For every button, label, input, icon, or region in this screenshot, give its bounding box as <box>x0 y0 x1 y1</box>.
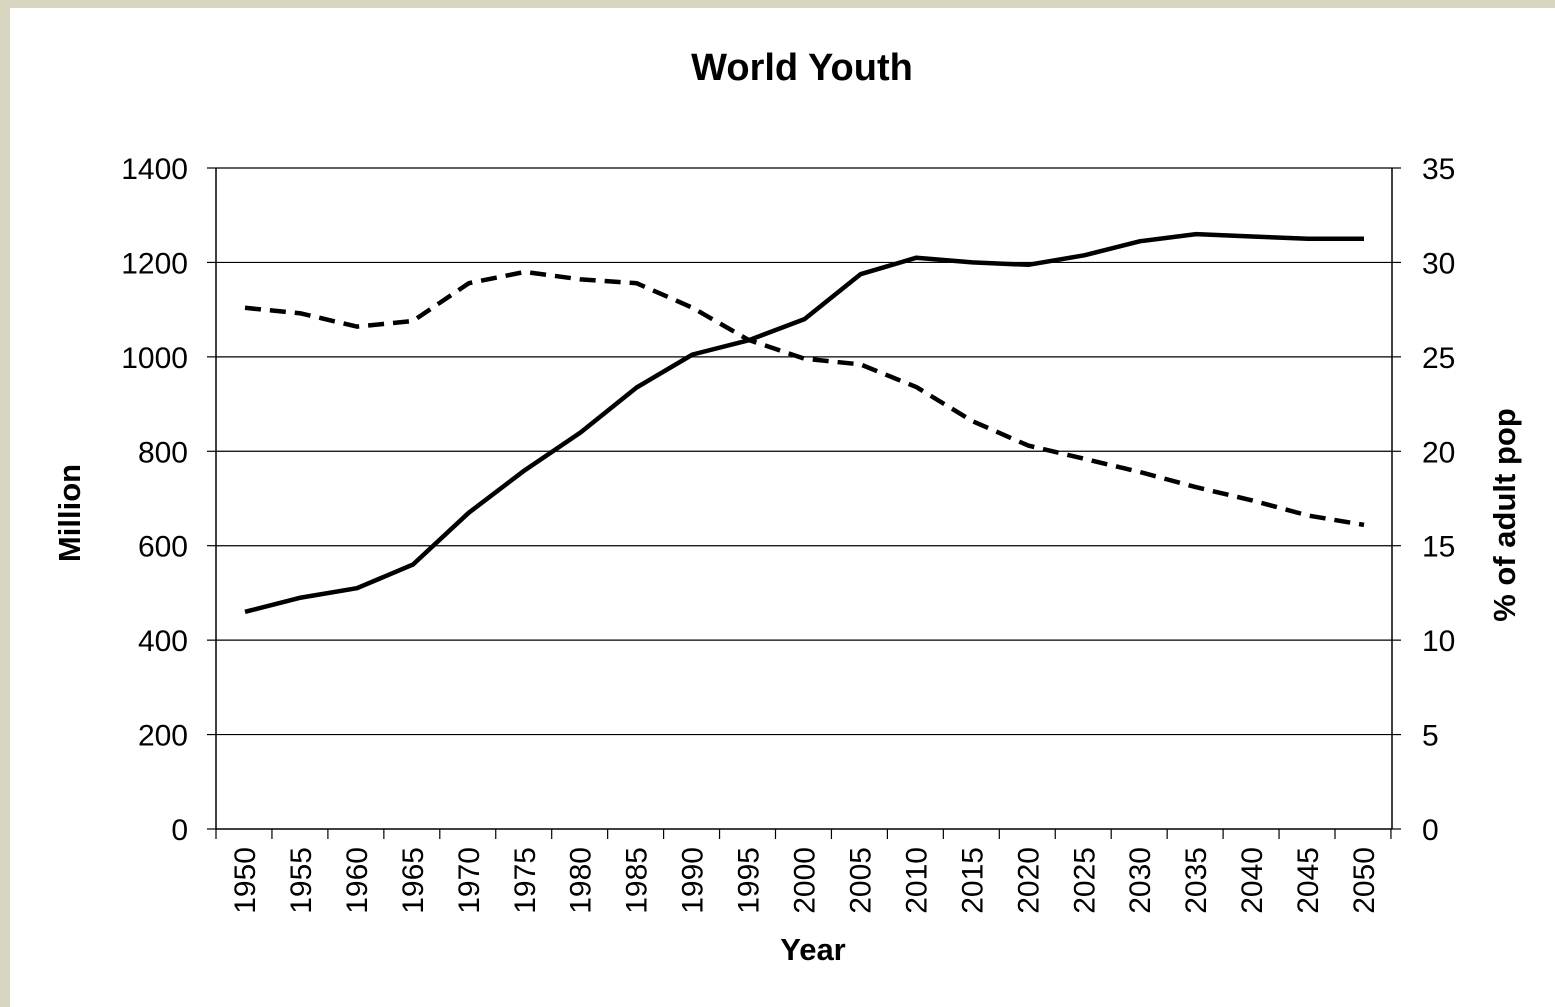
x-tick-label: 1970 <box>453 847 486 914</box>
y-tick-label: 1400 <box>121 153 188 186</box>
x-tick-label: 2030 <box>1124 847 1157 914</box>
y2-tick-label: 0 <box>1422 814 1439 847</box>
y-tick-label: 0 <box>171 814 188 847</box>
series-line-percent <box>244 269 1365 528</box>
y2-tick-label: 20 <box>1422 436 1455 469</box>
y-axis-title: Million <box>52 464 87 562</box>
x-tick-label: 1985 <box>621 847 654 914</box>
x-tick-label: 2025 <box>1068 847 1101 914</box>
x-tick-label: 1965 <box>397 847 430 914</box>
y-tick-label: 1000 <box>121 342 188 375</box>
y-tick-label: 200 <box>138 720 188 753</box>
x-tick-label: 2015 <box>956 847 989 914</box>
x-tick-label: 1980 <box>565 847 598 914</box>
x-tick-label: 1975 <box>509 847 542 914</box>
x-tick-label: 1995 <box>733 847 766 914</box>
series-lines <box>244 231 1365 614</box>
x-tick-label: 1960 <box>341 847 374 914</box>
gridlines <box>216 167 1392 736</box>
left-axis-ticks: 0 200 400 600 800 1000 1200 1400 <box>121 153 216 847</box>
chart-panel <box>10 8 1555 1007</box>
y2-axis-title: % of adult pop <box>1487 408 1522 622</box>
x-tick-label: 2045 <box>1292 847 1325 914</box>
y-tick-label: 400 <box>138 625 188 658</box>
x-axis-ticks: 1950 1955 1960 1965 1970 1975 1980 1985 1990 1995… <box>215 829 1392 914</box>
x-tick-label: 2010 <box>900 847 933 914</box>
y2-tick-label: 15 <box>1422 531 1455 564</box>
x-tick-label: 1955 <box>285 847 318 914</box>
series-line-million <box>244 231 1364 614</box>
y-tick-label: 600 <box>138 531 188 564</box>
right-axis-ticks: 0 5 10 15 20 25 30 35 <box>1392 153 1455 847</box>
x-tick-label: 2000 <box>789 847 822 914</box>
axes <box>215 168 1393 830</box>
chart-title: World Youth <box>691 47 913 89</box>
x-tick-label: 2040 <box>1236 847 1269 914</box>
x-tick-label: 2005 <box>844 847 877 914</box>
x-axis-title: Year <box>780 932 846 967</box>
y-tick-label: 1200 <box>121 247 188 280</box>
x-tick-label: 1950 <box>229 847 262 914</box>
y2-tick-label: 5 <box>1422 720 1439 753</box>
y2-tick-label: 10 <box>1422 625 1455 658</box>
y2-tick-label: 30 <box>1422 247 1455 280</box>
x-tick-label: 2050 <box>1348 847 1381 914</box>
x-tick-label: 2035 <box>1180 847 1213 914</box>
y-tick-label: 800 <box>138 436 188 469</box>
x-tick-label: 2020 <box>1012 847 1045 914</box>
y2-tick-label: 25 <box>1422 342 1455 375</box>
x-tick-label: 1990 <box>677 847 710 914</box>
y2-tick-label: 35 <box>1422 153 1455 186</box>
